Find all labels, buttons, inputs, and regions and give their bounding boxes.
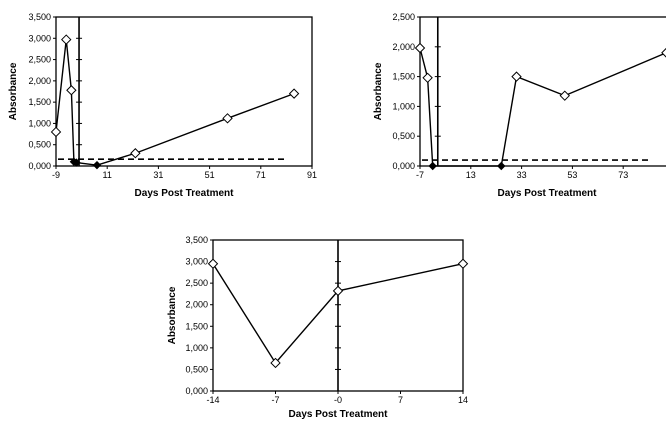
y-tick-label: 3,000 — [28, 33, 51, 43]
x-tick-label: 73 — [618, 170, 628, 180]
data-point-open — [559, 90, 570, 101]
y-tick-label: 1,000 — [185, 343, 208, 353]
x-tick-label: 11 — [103, 170, 112, 180]
y-tick-label: 2,000 — [185, 300, 208, 310]
data-point-open — [207, 258, 219, 269]
y-tick-label: 0,500 — [28, 140, 51, 150]
plot-frame — [419, 16, 666, 167]
y-tick-label: 1,500 — [28, 97, 51, 107]
x-tick-label: 7 — [398, 395, 403, 405]
y-axis-title: Absorbance — [167, 286, 178, 344]
data-point-open — [130, 148, 141, 159]
x-axis-title: Days Post Treatment — [135, 188, 235, 199]
data-point-open — [288, 88, 300, 99]
data-point-open — [222, 113, 233, 124]
series-1-line — [419, 47, 666, 167]
data-point-filled — [92, 160, 102, 170]
x-tick-label: 51 — [205, 170, 215, 180]
x-tick-label: 71 — [256, 170, 266, 180]
chart-1: 0,000 0,500 1,000 1,500 2,000 2,500 3,000 3,500… — [8, 12, 317, 199]
y-tick-label: 1,000 — [392, 101, 415, 111]
y-tick-label: 0,500 — [185, 364, 208, 374]
y-tick-label: 0,000 — [185, 386, 208, 396]
data-point-open — [66, 85, 77, 96]
y-axis-title: Absorbance — [8, 62, 19, 120]
series-1-line — [212, 263, 464, 365]
x-tick-label: 14 — [458, 395, 468, 405]
data-point-open — [414, 42, 426, 54]
x-tick-label: 31 — [153, 170, 163, 180]
series-1-line — [55, 39, 295, 166]
x-axis-title: Days Post Treatment — [289, 409, 389, 420]
data-point-open — [661, 47, 666, 58]
data-point-open — [511, 71, 522, 82]
x-tick-label: -7 — [416, 170, 424, 180]
data-point-open — [270, 357, 281, 369]
x-tick-label: 53 — [567, 170, 577, 180]
data-point-open — [61, 34, 72, 45]
x-tick-label: -9 — [52, 170, 60, 180]
x-tick-label: -7 — [271, 395, 279, 405]
y-tick-label: 3,000 — [185, 257, 208, 267]
y-tick-label: 3,500 — [28, 12, 51, 22]
y-tick-label: 2,500 — [28, 55, 51, 65]
chart-3: 0,000 0,500 1,000 1,500 2,000 2,500 3,000 3,500… — [167, 235, 469, 420]
x-tick-label: 13 — [466, 170, 476, 180]
data-point-open — [457, 258, 469, 269]
data-point-open — [422, 72, 433, 83]
data-point-open — [332, 285, 344, 297]
x-tick-label: 91 — [307, 170, 317, 180]
x-tick-label: -14 — [206, 395, 219, 405]
y-tick-label: 0,000 — [28, 161, 51, 171]
data-point-filled — [497, 161, 506, 171]
y-tick-label: 3,500 — [185, 235, 208, 245]
data-point-open — [50, 126, 62, 138]
data-point-filled — [428, 161, 437, 171]
y-tick-label: 2,000 — [28, 76, 51, 86]
y-tick-label: 0,500 — [392, 131, 415, 141]
y-axis-title: Absorbance — [373, 62, 384, 120]
y-tick-label: 1,000 — [28, 118, 51, 128]
chart-2: 0,000 0,500 1,000 1,500 2,000 2,500 -7 13 33 53 73… — [373, 12, 666, 199]
x-tick-label: 33 — [517, 170, 527, 180]
y-tick-label: 2,500 — [185, 278, 208, 288]
x-tick-label: -0 — [334, 395, 342, 405]
y-tick-label: 1,500 — [185, 321, 208, 331]
y-tick-label: 2,500 — [392, 12, 415, 22]
x-axis-title: Days Post Treatment — [498, 188, 598, 199]
data-point-filled — [72, 158, 81, 167]
y-tick-label: 0,000 — [392, 161, 415, 171]
y-tick-label: 1,500 — [392, 72, 415, 82]
plot-frame — [55, 16, 313, 167]
y-tick-label: 2,000 — [392, 42, 415, 52]
